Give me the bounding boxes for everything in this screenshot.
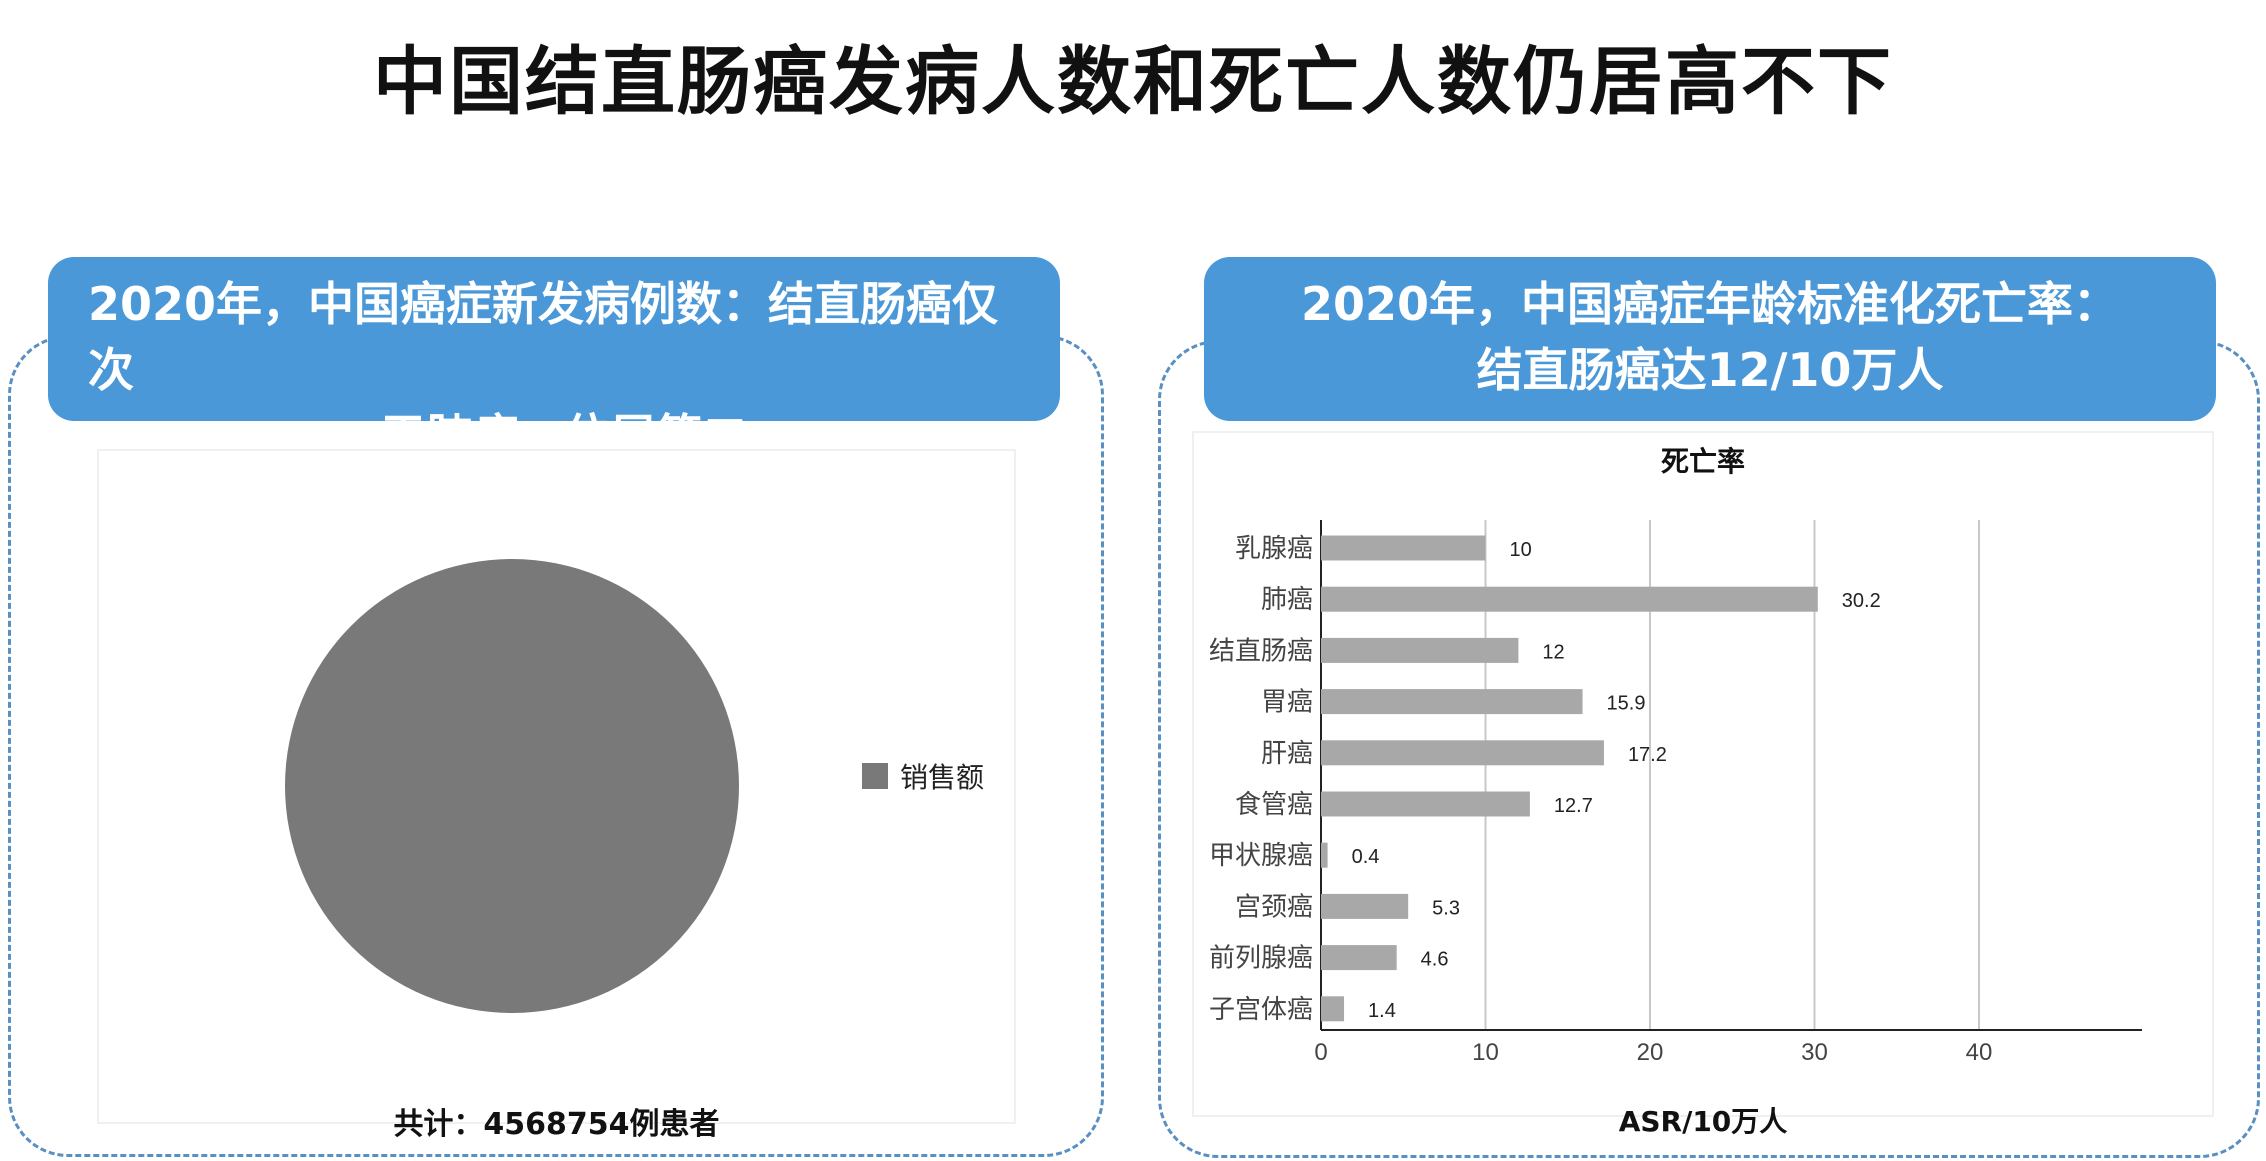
right-panel-header: 2020年，中国癌症年龄标准化死亡率： 结直肠癌达12/10万人 [1204, 257, 2216, 421]
bar-chart-xlabel: ASR/10万人 [1618, 1105, 1788, 1138]
left-header-line1: 2020年，中国癌症新发病例数：结直肠癌仅次 [88, 277, 999, 397]
bar-chart-area [1192, 431, 2214, 1117]
total-patients: 共计：4568754例患者 [393, 1107, 720, 1142]
right-header-line1: 2020年，中国癌症年龄标准化死亡率： [1300, 277, 2120, 331]
bar-chart-title: 死亡率 [1660, 445, 1745, 478]
page-title: 中国结直肠癌发病人数和死亡人数仍居高不下 [373, 39, 1893, 125]
legend-label: 销售额 [900, 761, 985, 794]
pie-legend: 销售额 [862, 756, 984, 796]
left-panel-header: 2020年，中国癌症新发病例数：结直肠癌仅次 于肺癌，位居第二 [48, 257, 1060, 463]
legend-swatch [862, 763, 888, 789]
right-header-line2: 结直肠癌达12/10万人 [1476, 343, 1944, 397]
